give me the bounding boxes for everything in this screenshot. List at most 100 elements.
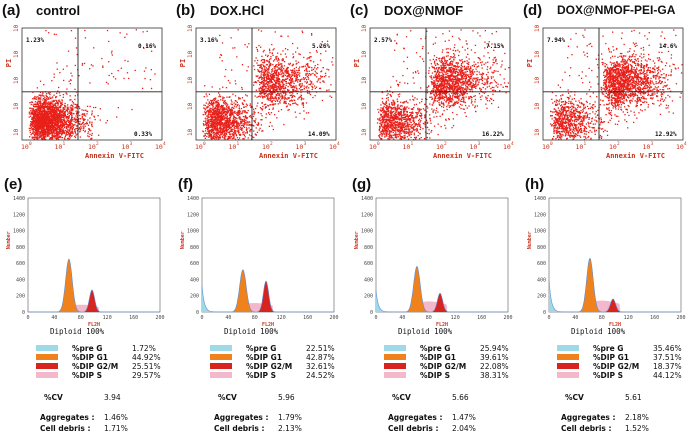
scatter-points bbox=[202, 29, 334, 141]
x-axis-label: FL2H bbox=[88, 322, 100, 328]
phase-value: 29.57% bbox=[132, 371, 161, 380]
phase-label: %DIP S bbox=[246, 371, 277, 380]
phase-value: 37.51% bbox=[653, 353, 682, 362]
phase-label: %pre G bbox=[246, 344, 277, 353]
y-axis-label: PI bbox=[353, 59, 361, 67]
y-tick-label: 1000 bbox=[13, 229, 25, 235]
debris-value: 2.04% bbox=[452, 424, 476, 433]
legend-swatch bbox=[36, 354, 58, 360]
y-tick-label: 10 bbox=[361, 76, 368, 84]
x-tick-label: 10 bbox=[155, 143, 163, 151]
x-tick-label: 10 bbox=[436, 143, 444, 151]
x-tick-label: 0 bbox=[374, 315, 377, 321]
debris-value: 2.13% bbox=[278, 424, 302, 433]
phase-value: 24.52% bbox=[306, 371, 335, 380]
phase-label: %pre G bbox=[72, 344, 103, 353]
x-tick-label: 40 bbox=[399, 315, 405, 321]
y-tick-label: 0 bbox=[196, 310, 199, 316]
cv-row: %CV 3.94 bbox=[44, 393, 164, 403]
panel-title: DOX.HCl bbox=[210, 3, 265, 18]
phase-value: 22.08% bbox=[480, 362, 509, 371]
y-tick-label: 0 bbox=[22, 310, 25, 316]
x-tick-label: 120 bbox=[277, 315, 286, 321]
x-tick-exp: 3 bbox=[651, 141, 654, 147]
phase-label: %DIP G2/M bbox=[420, 362, 467, 371]
x-tick-label: 10 bbox=[542, 143, 550, 151]
panel-label: (d) bbox=[523, 2, 543, 19]
panel-label: (a) bbox=[2, 2, 21, 19]
phase-label: %DIP G1 bbox=[246, 353, 283, 362]
histogram-envelope bbox=[201, 269, 334, 313]
phase-row: %DIP S 44.12% bbox=[557, 371, 697, 380]
y-tick-label: 200 bbox=[537, 294, 546, 300]
legend-swatch bbox=[557, 354, 579, 360]
g1-peak bbox=[55, 259, 83, 312]
panel-title: control bbox=[36, 3, 81, 18]
g2m-peak bbox=[257, 281, 276, 312]
aggregates-value: 2.18% bbox=[625, 413, 649, 422]
x-tick-label: 120 bbox=[103, 315, 112, 321]
x-tick-label: 10 bbox=[296, 143, 304, 151]
x-tick-exp: 1 bbox=[584, 141, 587, 147]
aggregates-value: 1.46% bbox=[104, 413, 128, 422]
x-axis-label: Annexin V-FITC bbox=[259, 152, 318, 160]
phase-row: %pre G 1.72% bbox=[36, 344, 176, 353]
y-tick-label: 200 bbox=[16, 294, 25, 300]
legend-swatch bbox=[210, 345, 232, 351]
phase-label: %DIP G2/M bbox=[72, 362, 119, 371]
histogram-envelope bbox=[28, 258, 160, 313]
y-tick-label: 10 bbox=[361, 50, 368, 58]
phase-label: %DIP G2/M bbox=[593, 362, 640, 371]
x-tick-label: 10 bbox=[195, 143, 203, 151]
pre-g-peak bbox=[376, 290, 390, 312]
phase-table: %pre G 22.51% %DIP G1 42.87% %DIP G2/M 32.61%… bbox=[210, 344, 350, 380]
histogram-envelope bbox=[375, 265, 508, 313]
legend-swatch bbox=[384, 372, 406, 378]
debris-row: Cell debris : 2.04% bbox=[388, 424, 518, 434]
y-tick-label: 10 bbox=[361, 102, 368, 110]
x-tick-label: 10 bbox=[369, 143, 377, 151]
aggregates-row: Aggregates : 1.47% bbox=[388, 413, 518, 423]
y-tick-label: 1200 bbox=[13, 212, 25, 218]
aggregates-row: Aggregates : 1.46% bbox=[40, 413, 170, 423]
phase-value: 25.51% bbox=[132, 362, 161, 371]
legend-swatch bbox=[36, 363, 58, 369]
x-tick-label: 10 bbox=[262, 143, 270, 151]
x-tick-label: 80 bbox=[252, 315, 258, 321]
debris-label: Cell debris : bbox=[40, 424, 91, 433]
x-tick-label: 80 bbox=[426, 315, 432, 321]
phase-value: 44.12% bbox=[653, 371, 682, 380]
x-tick-label: 200 bbox=[503, 315, 512, 321]
g1-peak bbox=[403, 266, 431, 312]
x-tick-exp: 1 bbox=[63, 141, 66, 147]
aggregates-label: Aggregates : bbox=[388, 413, 443, 422]
x-tick-label: 10 bbox=[88, 143, 96, 151]
y-axis-label: PI bbox=[179, 59, 187, 67]
y-tick-label: 400 bbox=[537, 277, 546, 283]
y-tick-label: 10 bbox=[13, 76, 20, 84]
y-tick-label: 10 bbox=[13, 128, 20, 136]
y-axis-label: PI bbox=[526, 59, 534, 67]
x-tick-label: 0 bbox=[200, 315, 203, 321]
debris-label: Cell debris : bbox=[214, 424, 265, 433]
g1-peak bbox=[229, 269, 257, 312]
quadrant-ul-value: 1.23% bbox=[26, 37, 44, 44]
debris-value: 1.52% bbox=[625, 424, 649, 433]
quadrant-ur-value: 0.16% bbox=[138, 43, 156, 50]
y-axis-label: Number bbox=[6, 231, 12, 249]
y-tick-label: 400 bbox=[190, 277, 199, 283]
g2m-peak bbox=[83, 290, 102, 312]
x-axis-label: Annexin V-FITC bbox=[433, 152, 492, 160]
y-tick-label: 10 bbox=[534, 128, 541, 136]
x-tick-exp: 2 bbox=[617, 141, 620, 147]
panel-label: (c) bbox=[350, 2, 369, 19]
dot-plot: 7.94%14.6%12.92%10 0 10 1 10 2 10 3 10 4101010101… bbox=[526, 24, 687, 160]
hist-frame bbox=[548, 197, 682, 313]
x-tick-label: 160 bbox=[477, 315, 486, 321]
debris-row: Cell debris : 1.71% bbox=[40, 424, 170, 434]
legend-swatch bbox=[210, 363, 232, 369]
x-tick-exp: 4 bbox=[511, 141, 514, 147]
phase-row: %DIP G1 39.61% bbox=[384, 353, 524, 362]
pre-g-peak bbox=[202, 285, 216, 312]
debris-label: Cell debris : bbox=[561, 424, 612, 433]
